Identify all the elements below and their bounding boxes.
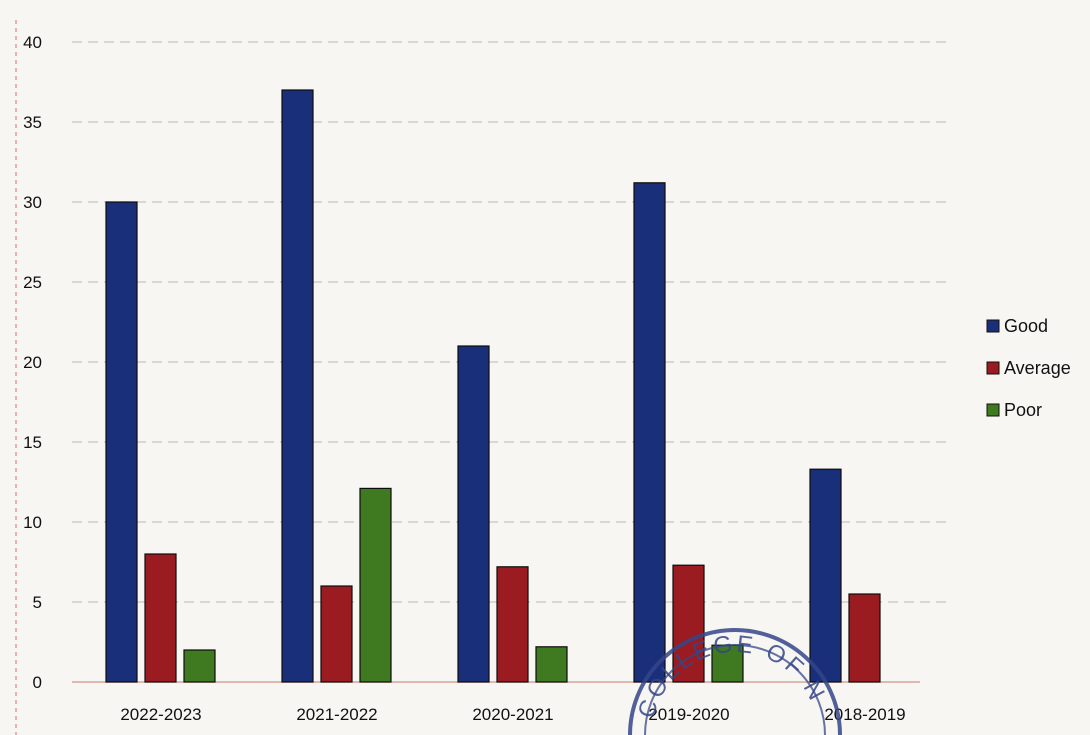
y-tick-label: 10 bbox=[23, 513, 42, 532]
y-axis-ticks: 0 5 10 15 20 25 30 35 40 bbox=[23, 33, 42, 692]
x-tick-label: 2020-2021 bbox=[472, 705, 553, 724]
bar-good-2020-2021 bbox=[457, 345, 490, 683]
x-tick-label: 2021-2022 bbox=[296, 705, 377, 724]
y-tick-label: 5 bbox=[33, 593, 42, 612]
bar-good-2022-2023 bbox=[105, 201, 138, 683]
bar-average-2019-2020 bbox=[672, 564, 705, 683]
grid-layer bbox=[72, 41, 950, 603]
x-tick-label: 2022-2023 bbox=[120, 705, 201, 724]
bar-good-2018-2019 bbox=[809, 468, 842, 683]
y-tick-label: 25 bbox=[23, 273, 42, 292]
bar-average-2022-2023 bbox=[144, 553, 177, 683]
bar-poor-2022-2023 bbox=[183, 649, 216, 683]
y-tick-label: 20 bbox=[23, 353, 42, 372]
legend-swatch-good bbox=[986, 319, 1000, 333]
bar-poor-2021-2022 bbox=[359, 487, 392, 683]
bar-average-2020-2021 bbox=[496, 566, 529, 683]
legend-swatch-poor bbox=[986, 403, 1000, 417]
bars-layer bbox=[15, 20, 920, 735]
bar-good-2021-2022 bbox=[281, 89, 314, 683]
y-tick-label: 0 bbox=[33, 673, 42, 692]
x-tick-label: 2018-2019 bbox=[824, 705, 905, 724]
y-tick-label: 30 bbox=[23, 193, 42, 212]
bar-poor-2019-2020 bbox=[711, 644, 744, 683]
legend-label-poor: Poor bbox=[1004, 400, 1042, 420]
bar-average-2018-2019 bbox=[848, 593, 881, 683]
legend-label-average: Average bbox=[1004, 358, 1071, 378]
legend-label-good: Good bbox=[1004, 316, 1048, 336]
bar-average-2021-2022 bbox=[320, 585, 353, 683]
x-tick-label: 2019-2020 bbox=[648, 705, 729, 724]
x-axis-ticks: 2022-2023 2021-2022 2020-2021 2019-2020 2018… bbox=[120, 705, 905, 724]
y-tick-label: 40 bbox=[23, 33, 42, 52]
y-tick-label: 15 bbox=[23, 433, 42, 452]
legend-swatch-average bbox=[986, 361, 1000, 375]
y-tick-label: 35 bbox=[23, 113, 42, 132]
bar-good-2019-2020 bbox=[633, 182, 666, 683]
bar-poor-2020-2021 bbox=[535, 646, 568, 683]
legend: Good Average Poor bbox=[986, 316, 1071, 420]
